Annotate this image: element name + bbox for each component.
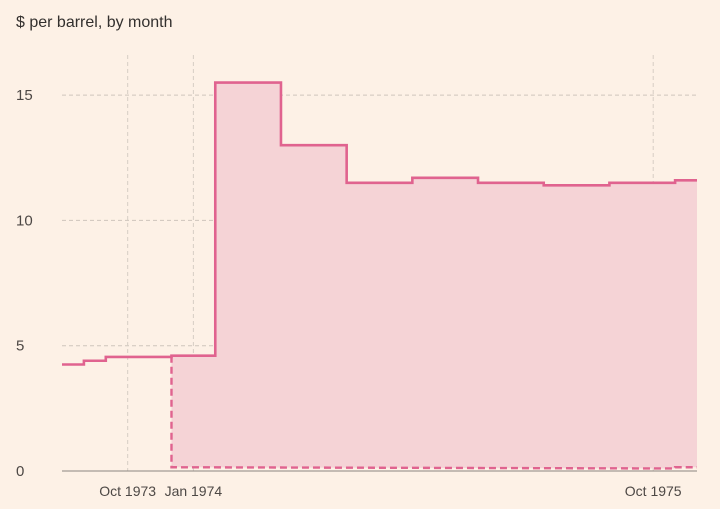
x-tick-label: Jan 1974 (165, 483, 223, 499)
x-tick-label: Oct 1975 (625, 483, 682, 499)
y-tick-labels: 0 5 10 15 (16, 87, 33, 480)
x-tick-labels: Oct 1973 Jan 1974 Oct 1975 (99, 483, 682, 499)
y-tick-label: 5 (16, 338, 24, 355)
fill-layer (171, 82, 697, 469)
shaded-area (171, 82, 697, 469)
y-tick-label: 10 (16, 212, 33, 229)
x-tick-label: Oct 1973 (99, 483, 156, 499)
series-line-solid (62, 81, 697, 366)
y-tick-label: 0 (16, 463, 24, 480)
chart-subtitle: $ per barrel, by month (16, 14, 173, 31)
y-tick-label: 15 (16, 87, 33, 104)
series-layer (62, 81, 697, 470)
